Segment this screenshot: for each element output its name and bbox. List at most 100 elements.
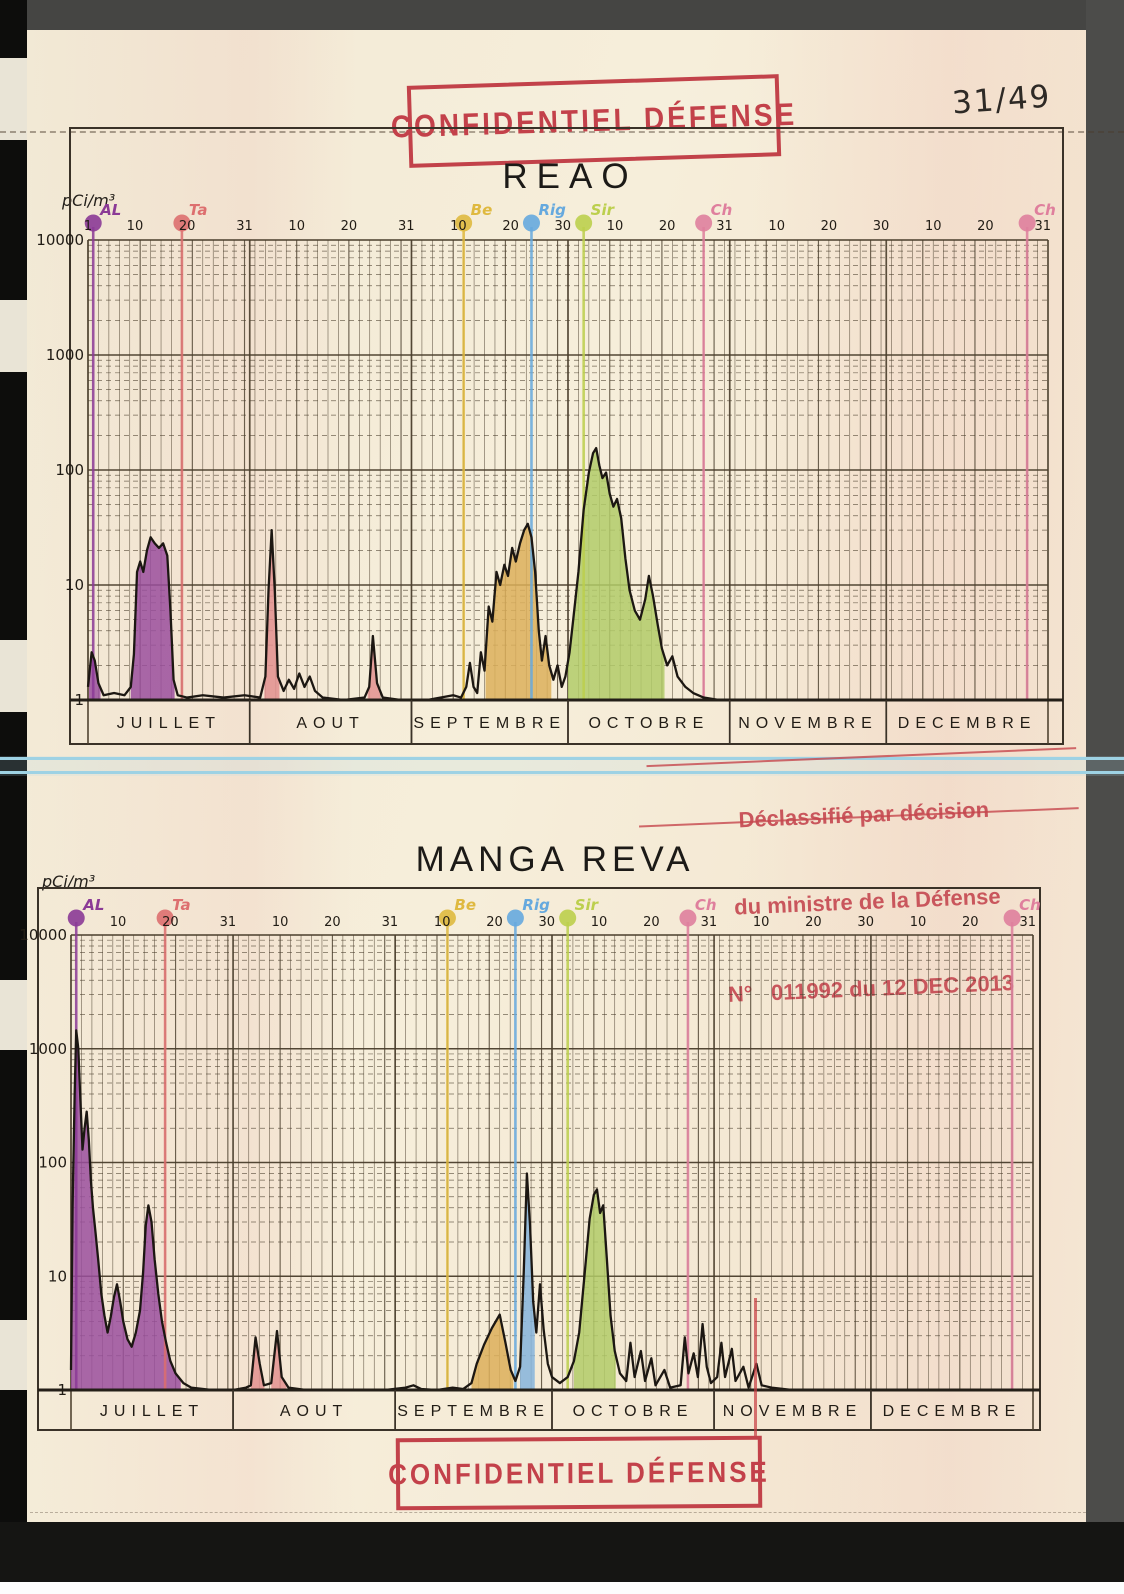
series-fill [271,1331,287,1390]
day-tick: 31 [701,915,718,930]
series-fill [71,1030,181,1390]
event-marker-label-Sir: Sir [575,896,600,914]
day-tick: 1 [84,219,92,234]
scan-left-strip-gap [0,640,27,712]
series-fill [89,652,101,700]
scan-left-strip-gap [0,58,27,140]
chart-title-manga-reva: MANGA REVA [415,840,695,879]
series-fill [250,1337,265,1390]
day-tick: 20 [643,915,660,930]
event-markers: AL Ta Be Rig Sir Ch Ch [67,896,1041,1390]
y-tick: 1 [74,691,84,709]
confidentiel-defense-stamp-bottom: CONFIDENTIEL DÉFENSE [388,1435,770,1511]
month-axis: JUILLET AOUT SEPTEMBRE OCTOBRE NOVEMBRE DECEM… [70,698,1063,744]
chart2-unit-label: pCi/m³ [42,872,96,891]
y-tick: 10000 [19,926,67,944]
chart-reao: AL Ta Be Rig Sir Ch Ch JUILLET AOUT SEPTEMBRE OCTO… [36,127,1064,745]
fold-crease-line [0,131,1124,133]
event-marker-head-Ch [1003,909,1021,927]
month-label: DECEMBRE [883,1403,1022,1420]
event-marker-label-Rig: Rig [538,201,566,219]
event-marker-head-Ta [156,909,174,927]
scan-bottom-edge [0,1582,1124,1594]
day-tick: 31 [1035,219,1052,234]
month-label: OCTOBRE [588,715,709,732]
event-marker-head-AL [67,909,85,927]
data-series [86,446,1043,702]
series-fill [568,448,665,700]
day-tick: 20 [805,915,822,930]
event-marker-label-Ta: Ta [189,201,208,219]
event-marker-head-Sir [575,214,593,232]
event-marker-label-Be: Be [454,896,476,914]
day-tick: 10 [910,915,927,930]
day-tick: 10 [127,219,144,234]
scan-artifact-line [0,771,1124,774]
y-tick: 1000 [29,1040,67,1058]
day-tick: 20 [502,219,519,234]
y-tick: 100 [38,1154,67,1172]
day-tick: 10 [768,219,785,234]
month-label: JUILLET [117,715,221,732]
day-tick: 20 [324,915,341,930]
event-marker-label-AL: AL [82,896,104,914]
month-axis: JUILLET AOUT SEPTEMBRE OCTOBRE NOVEMBRE DECEM… [38,1388,1040,1430]
event-marker-head-Ch [1018,214,1036,232]
event-markers: AL Ta Be Rig Sir Ch Ch [84,201,1056,700]
day-tick: 30 [555,219,572,234]
event-marker-label-Ch: Ch [711,201,733,219]
day-tick: 20 [977,219,994,234]
day-tick: 20 [179,219,196,234]
grid [70,934,1034,1430]
day-tick: 30 [873,219,890,234]
month-label: NOVEMBRE [723,1403,863,1420]
scan-artifact-line [0,757,1124,760]
series-fill [264,530,280,700]
event-marker-label-AL: AL [99,201,121,219]
y-tick: 10 [65,576,84,594]
day-tick: 10 [925,219,942,234]
y-tick: 1 [57,1381,67,1399]
stamp-rule-line [646,747,1077,768]
day-tick: 30 [857,915,874,930]
data-series [69,1029,1028,1392]
event-marker-label-Sir: Sir [591,201,616,219]
chart-manga-reva: AL Ta Be Rig Sir Ch Ch JUILLET AOUT SEPTEMBRE OCTO… [19,887,1041,1431]
y-tick: 100 [55,461,84,479]
day-tick: 31 [220,915,237,930]
day-tick: 10 [110,915,127,930]
y-tick: 10000 [36,231,84,249]
month-label: NOVEMBRE [738,715,878,732]
stamp-edge-line [754,1298,757,1438]
data-curve [69,1029,1028,1392]
paper-sheet [27,30,1086,1522]
day-tick-labels: 10 20 31 10 20 31 10 20 30 10 20 31 10 20 30 10 20 31 [110,915,1036,930]
scan-left-strip-gap [0,300,27,372]
event-marker-head-Sir [559,909,577,927]
event-marker-head-Ta [173,214,191,232]
day-tick: 10 [753,915,770,930]
event-marker-head-Rig [522,214,540,232]
data-curve [86,446,1043,702]
month-label: OCTOBRE [573,1403,694,1420]
day-tick: 31 [236,219,253,234]
chart-frame [69,127,1064,745]
day-tick: 31 [1019,915,1036,930]
event-marker-label-Ch: Ch [1034,201,1056,219]
event-marker-label-Ch: Ch [695,896,717,914]
day-tick-labels: 1 10 20 31 10 20 31 10 20 30 10 20 31 10 20 30 10 20 31 [84,219,1051,234]
month-label: SEPTEMBRE [397,1403,550,1420]
fold-crease-line-bottom [30,1512,1086,1513]
scan-right-strip [1086,0,1124,1594]
month-label: SEPTEMBRE [413,715,566,732]
event-marker-head-AL [84,214,102,232]
y-axis-labels: 10000 1000 100 10 1 [19,926,67,1399]
day-tick: 10 [272,915,289,930]
chart-frame [37,887,1041,1431]
series-fill [485,523,552,700]
scan-bottom-bar [0,1522,1124,1582]
day-tick: 31 [382,915,399,930]
stamp-bottom-label: CONFIDENTIEL DÉFENSE [388,1454,770,1491]
day-tick: 20 [962,915,979,930]
